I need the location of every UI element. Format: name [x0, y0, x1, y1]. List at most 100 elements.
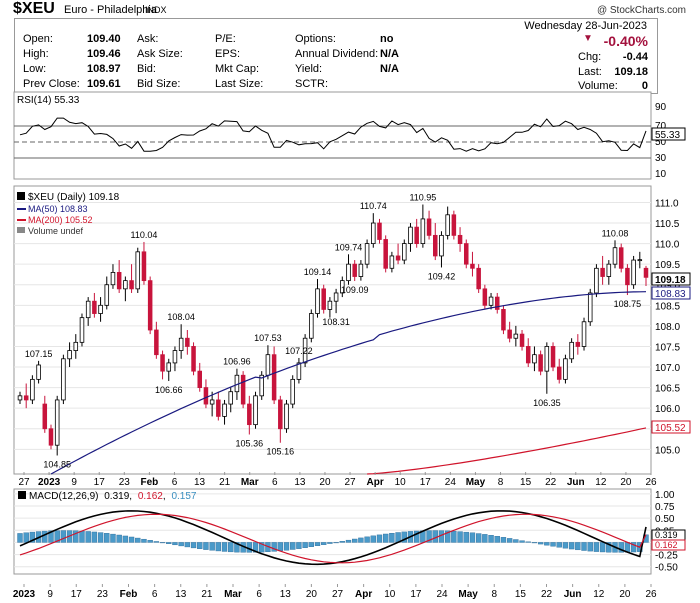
candle-body	[389, 255, 395, 269]
macd-line	[19, 510, 647, 566]
rsi-value-tag	[651, 127, 686, 141]
macd-hist-bar	[358, 537, 364, 543]
candle-body	[600, 267, 605, 277]
macd-hist-bar	[116, 534, 122, 543]
macd-hist-bar	[209, 542, 215, 551]
macd-hist-bar	[215, 542, 222, 552]
price-tick: 108.5	[655, 301, 680, 312]
x-tick-label: 17	[410, 589, 422, 600]
candle-body	[612, 247, 618, 265]
price-tick: 110.5	[655, 219, 680, 230]
macd-tick: 0.75	[655, 502, 675, 513]
candle-body	[445, 214, 450, 236]
candle-body	[247, 403, 252, 426]
legend-vol-swatch	[17, 227, 25, 233]
candle-body	[507, 329, 512, 339]
macd-hist-bar	[190, 542, 197, 549]
x-tick-label: 20	[319, 477, 331, 488]
macd-tick: -0.25	[655, 551, 678, 562]
macd-hist-bar	[494, 536, 500, 543]
macd-hist-bar	[252, 542, 259, 553]
candle-body	[519, 333, 525, 347]
volume-value: 0	[641, 80, 648, 92]
candle-body	[433, 234, 438, 257]
price-annotation: 104.85	[43, 459, 71, 469]
x-tick-label: 8	[498, 477, 504, 488]
candle-body	[67, 350, 72, 360]
rsi-tick-30: 30	[655, 153, 667, 164]
macd-hist-bar	[482, 534, 488, 543]
symbol[interactable]: $XEU	[13, 0, 55, 17]
x-tick-label: 2023	[13, 589, 36, 600]
price-axis: 111.0 110.5 110.0 109.5 109.0 108.5 108.0 107.5…	[655, 198, 680, 456]
price-tick: 109.0	[655, 281, 680, 292]
candle-body	[278, 399, 283, 430]
col1-value-2: 108.97	[87, 63, 121, 75]
candle-body	[463, 243, 469, 265]
macd-hist-bar	[73, 530, 79, 543]
macd-label: MACD(12,26,9) 0.319, 0.162, 0.157	[29, 491, 197, 502]
macd-hist-bar	[17, 533, 23, 543]
macd-hist-bar	[277, 542, 283, 552]
candle-body	[333, 292, 339, 302]
price-annotation: 110.04	[131, 230, 158, 240]
candle-body	[61, 358, 66, 401]
candle-body	[618, 247, 624, 269]
candle-body	[340, 280, 345, 294]
col1-label-2: Low:	[23, 63, 47, 75]
price-annotation: 106.96	[223, 357, 251, 367]
macd-hist-bar	[537, 542, 544, 545]
macd-hist-bar	[426, 530, 432, 543]
candle-body	[228, 391, 233, 405]
ma50-tag-text: 108.83	[655, 289, 686, 300]
candle-body	[395, 255, 401, 261]
macd-hist-bar	[178, 542, 184, 547]
x-tick-label: 23	[119, 477, 131, 488]
macd-legend-swatch	[18, 491, 26, 499]
macd-hist-bar	[122, 535, 129, 543]
candle-body	[371, 222, 376, 244]
macd-hist-bar	[599, 542, 606, 553]
x-tick-label: 6	[172, 477, 178, 488]
x-tick-label: May	[458, 589, 478, 600]
ma200-tag	[651, 420, 691, 434]
x-tick-label: 13	[175, 589, 187, 600]
copyright[interactable]: @ StockCharts.com	[596, 5, 686, 16]
candle-body	[116, 271, 122, 290]
candle-body	[73, 341, 79, 351]
legend-volume: Volume undef	[28, 226, 84, 236]
candle-body	[110, 271, 116, 286]
x-tick-label: 27	[18, 477, 30, 488]
x-tick-label: 15	[520, 477, 532, 488]
x-tick-label: Jun	[564, 589, 582, 600]
last-price-tag	[651, 272, 691, 286]
change-percent: -0.40%	[603, 33, 648, 49]
col1-label-0: Open:	[23, 33, 53, 45]
x-axis-mid: 27 2023 9 17 23 Feb 6 13 21 Mar 6 13 20 27 Apr 10 17 24 Ma…	[18, 472, 657, 488]
macd-hist-bar	[519, 540, 525, 543]
x-tick-label: Mar	[224, 589, 242, 600]
macd-hist-bar	[333, 542, 339, 544]
candle-body	[643, 267, 649, 278]
macd-hist-bar	[364, 536, 370, 543]
macd-hist-bar	[475, 533, 482, 543]
macd-hist-bar	[383, 533, 389, 543]
candle-body	[135, 251, 141, 290]
x-tick-label: 6	[256, 589, 262, 600]
candle-body	[408, 226, 413, 244]
macd-hist-bar	[506, 538, 513, 543]
price-annotation: 105.16	[267, 447, 295, 457]
candle-body	[296, 362, 302, 380]
legend-main: $XEU (Daily) 109.18	[28, 192, 120, 203]
price-tick: 106.5	[655, 384, 680, 395]
macd-hist-bar	[618, 542, 624, 553]
x-tick-label: 13	[194, 477, 206, 488]
candle-body	[439, 234, 444, 257]
col1-label-1: High:	[23, 48, 49, 60]
x-tick-label: Apr	[355, 589, 372, 600]
col4-label-0: Options:	[295, 33, 336, 45]
candle-body	[271, 354, 277, 401]
macd-hist-bar	[147, 540, 153, 543]
col4-label-1: Annual Dividend:	[295, 48, 379, 60]
macd-hist-bar	[630, 542, 637, 553]
